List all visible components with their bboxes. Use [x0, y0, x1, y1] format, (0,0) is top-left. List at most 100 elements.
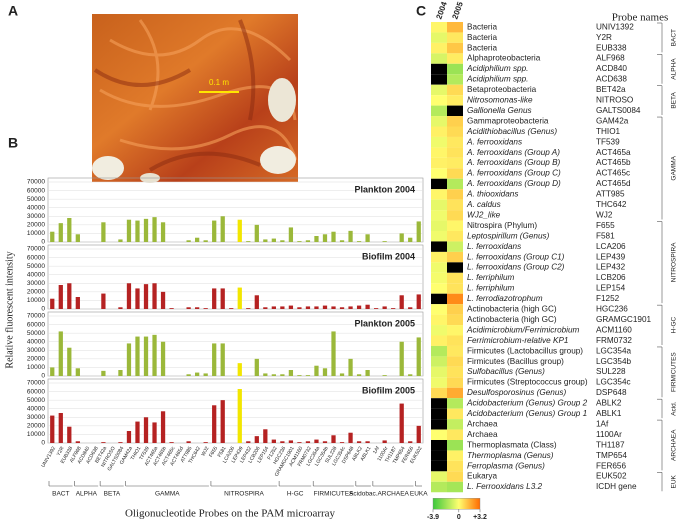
row-name: Leptospirillum (Genus)	[467, 231, 550, 240]
bar	[50, 298, 55, 309]
heat-cell	[447, 136, 463, 148]
row-name: Betaproteobacteria	[467, 85, 537, 94]
column-label: 2004	[434, 0, 449, 20]
probe-name: ACT465d	[596, 179, 631, 188]
heat-cell	[447, 398, 463, 409]
bar	[280, 441, 285, 443]
row-name: L. ferriphilum	[467, 273, 515, 282]
y-tick-label: 10000	[27, 431, 45, 438]
row-name: L. ferrooxidans	[467, 242, 521, 251]
bar	[58, 413, 63, 443]
bar	[314, 236, 319, 242]
group-label: ARCHAEA	[377, 491, 409, 498]
heat-cell	[431, 84, 447, 96]
bar	[271, 306, 276, 309]
heat-cell	[431, 471, 447, 482]
bar	[58, 223, 63, 242]
bar	[331, 306, 336, 309]
bar	[297, 307, 302, 309]
row-name: Thermoplasma (Genus)	[467, 451, 554, 460]
probe-name: LEP154	[596, 284, 626, 293]
bar	[101, 442, 106, 443]
bar	[212, 405, 217, 443]
bar	[314, 306, 319, 309]
heat-cell	[447, 335, 463, 346]
bar	[135, 220, 140, 242]
y-tick-label: 10000	[27, 364, 45, 371]
probe-name: LGC354c	[596, 378, 631, 387]
bar	[220, 216, 225, 242]
heat-cell	[431, 116, 447, 127]
group-label: Acidobac.	[349, 491, 378, 498]
row-name: L. ferriphilum	[467, 284, 515, 293]
heat-cell	[431, 147, 447, 158]
group-label: ARCHAEA	[671, 429, 678, 461]
bar	[288, 227, 294, 242]
bar	[271, 238, 276, 242]
bar	[152, 334, 157, 376]
heat-cell	[431, 126, 447, 137]
row-name: L. ferrooxidans (Group C2)	[467, 263, 565, 272]
bar	[203, 373, 208, 376]
y-tick-label: 60000	[27, 321, 45, 328]
y-tick-label: 30000	[27, 414, 45, 421]
bar	[391, 308, 396, 309]
y-tick-label: 40000	[27, 405, 45, 412]
bar	[67, 347, 72, 376]
group-label: GAMMA	[671, 155, 678, 180]
bar	[50, 367, 55, 376]
bar	[399, 295, 404, 309]
row-name: L. ferrooxidans (Group C1)	[467, 252, 565, 261]
group-label: H-GC	[287, 491, 304, 498]
y-tick-label: 10000	[27, 230, 45, 237]
heat-cell	[447, 126, 463, 137]
bar	[246, 241, 251, 242]
bar	[67, 426, 72, 443]
bar	[143, 218, 149, 242]
row-name: Acidobacterium (Genus) Group 2	[466, 399, 588, 408]
bar	[75, 441, 80, 443]
heat-cell	[447, 210, 463, 221]
bar	[408, 441, 413, 443]
heat-cell	[431, 53, 447, 64]
heat-cell	[431, 377, 447, 388]
probe-name: LEP439	[596, 252, 626, 261]
row-name: A. ferrooxidans	[466, 137, 522, 146]
bar	[186, 374, 191, 376]
missing-cell	[447, 262, 463, 273]
missing-cell	[431, 460, 447, 472]
missing-cell	[431, 440, 447, 451]
probe-name: EUK502	[596, 472, 627, 481]
bar	[263, 373, 268, 376]
probe-name: HGC236	[596, 305, 628, 314]
bar	[263, 429, 268, 443]
row-name: Firmicutes (Bacillus group)	[467, 357, 564, 366]
heat-cell	[447, 429, 463, 440]
heat-cell	[431, 262, 447, 273]
group-label: EUK	[671, 474, 678, 488]
heat-cell	[431, 157, 447, 169]
bar	[322, 234, 328, 242]
heat-cell	[431, 366, 447, 378]
row-name: A. ferrooxidans (Group C)	[466, 169, 561, 178]
panel-title: Plankton 2004	[354, 184, 415, 194]
panel-title: Biofilm 2005	[362, 385, 415, 395]
bar	[365, 234, 370, 242]
bar	[322, 305, 328, 309]
group-label: NITROSPIRA	[224, 491, 264, 498]
row-name: Nitrospira (Phylum)	[467, 221, 537, 230]
bar	[186, 441, 191, 443]
bar	[339, 373, 345, 376]
row-name: Acidobacterium (Genus) Group 1	[466, 409, 587, 418]
bar	[271, 374, 276, 376]
bar	[212, 288, 217, 309]
bar	[348, 230, 353, 242]
y-tick-label: 20000	[27, 423, 45, 430]
bar	[135, 336, 140, 376]
row-name: Bacteria	[467, 33, 497, 42]
probe-name: Y2R	[596, 33, 612, 42]
bar	[416, 337, 421, 376]
row-name: Actinobacteria (high GC)	[467, 305, 557, 314]
bar	[160, 222, 166, 242]
heat-cell	[431, 345, 447, 357]
